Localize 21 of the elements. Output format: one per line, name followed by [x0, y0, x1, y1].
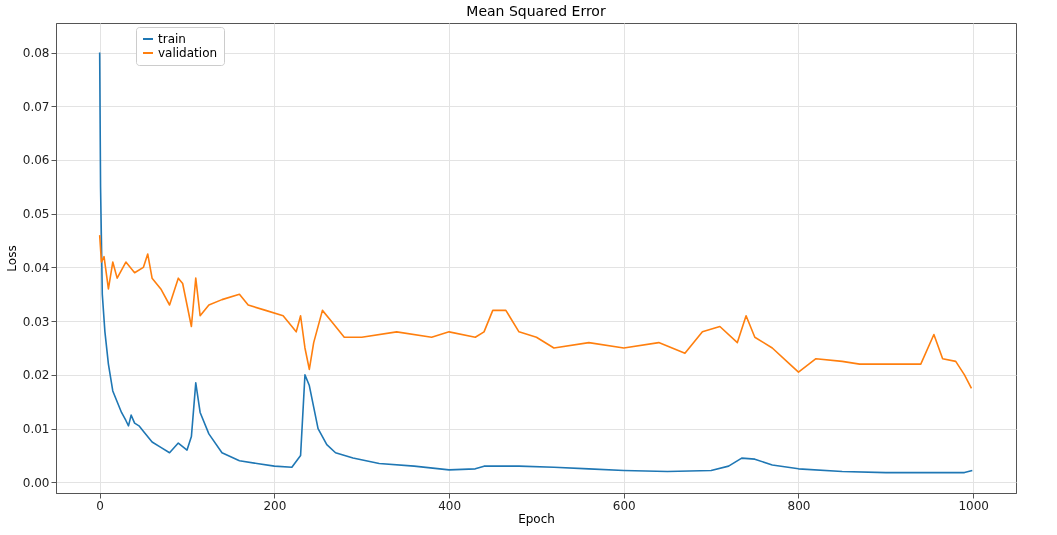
x-axis-title: Epoch: [518, 511, 555, 526]
y-tick-label: 0.05: [22, 207, 50, 222]
y-axis-title: Loss: [4, 245, 19, 272]
x-tick-label: 200: [263, 498, 287, 513]
x-tick-label: 600: [612, 498, 636, 513]
y-tick-label: 0.01: [22, 422, 50, 437]
y-tick-label: 0.03: [22, 314, 50, 329]
y-tick-label: 0.04: [22, 260, 50, 275]
x-tick-label: 400: [438, 498, 462, 513]
x-tick-label: 1000: [958, 498, 989, 513]
y-tick-label: 0.08: [22, 46, 50, 61]
line-series: [98, 234, 973, 390]
y-tick-label: 0.02: [22, 368, 50, 383]
chart-title: Mean Squared Error: [466, 3, 606, 19]
y-tick-label: 0.07: [22, 99, 50, 114]
x-tick-label: 800: [787, 498, 811, 513]
legend-label: train: [158, 32, 186, 46]
legend-label: validation: [158, 46, 218, 60]
y-tick-label: 0.00: [22, 475, 50, 490]
y-tick-label: 0.06: [22, 153, 50, 168]
x-tick-label: 0: [96, 498, 104, 513]
